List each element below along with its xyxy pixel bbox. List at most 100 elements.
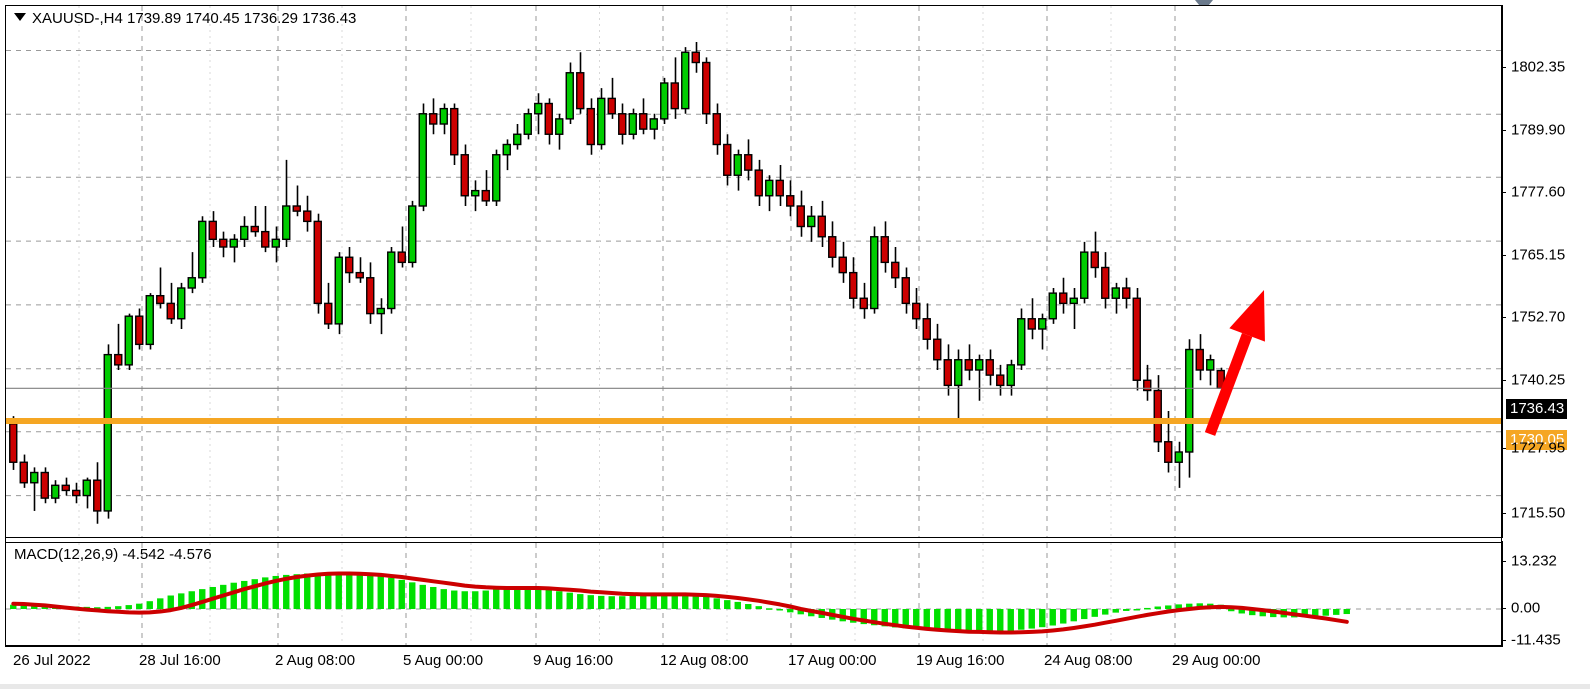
macd-histogram-bar — [398, 579, 405, 609]
macd-histogram-bar — [776, 609, 783, 611]
candle-body — [418, 113, 427, 207]
macd-histogram-bar — [934, 609, 941, 631]
candle-body — [324, 302, 333, 325]
macd-panel[interactable]: MACD(12,26,9) -4.542 -4.576 — [6, 542, 1501, 645]
candle-body — [691, 51, 700, 64]
macd-histogram-bar — [94, 607, 101, 609]
candle-body — [1153, 389, 1162, 443]
price-axis-label: 1765.15 — [1511, 246, 1566, 264]
macd-axis-label: -11.435 — [1511, 631, 1561, 649]
bottom-strip — [0, 684, 1590, 689]
candle-body — [576, 72, 585, 110]
candle-body — [397, 251, 406, 264]
price-axis-tick — [1502, 448, 1506, 449]
candle-body — [156, 294, 165, 305]
macd-histogram-bar — [377, 575, 384, 609]
candle-body — [439, 107, 448, 125]
macd-histogram-bar — [262, 577, 269, 609]
price-chart-canvas[interactable] — [6, 6, 1501, 537]
macd-histogram-bar — [230, 582, 237, 609]
candle-body — [597, 97, 606, 146]
macd-histogram-bar — [1060, 609, 1067, 624]
macd-signal-line — [11, 571, 1349, 635]
price-axis[interactable]: 1802.35 1789.90 1777.60 1765.15 1752.70 1740.… — [1502, 5, 1590, 649]
macd-histogram-bar — [860, 609, 867, 625]
macd-histogram-bar — [682, 595, 689, 609]
macd-histogram-bar — [881, 609, 888, 627]
macd-histogram-bar — [766, 608, 773, 610]
macd-histogram-bar — [283, 574, 290, 609]
macd-histogram-bar — [1238, 609, 1245, 614]
candle-body — [1059, 292, 1068, 305]
macd-histogram-bar — [598, 595, 605, 609]
macd-histogram-bar — [745, 604, 752, 609]
candle-body — [901, 277, 910, 305]
price-axis-label: 1802.35 — [1511, 58, 1566, 76]
candle-body — [1195, 348, 1204, 371]
macd-histogram-bar — [136, 603, 143, 609]
candle-body — [376, 307, 385, 315]
candle-body — [61, 484, 70, 492]
macd-histogram-bar — [178, 593, 185, 609]
candle-body — [702, 61, 711, 115]
macd-histogram-bar — [493, 589, 500, 609]
macd-histogram-bar — [1018, 609, 1025, 630]
candle-body — [933, 338, 942, 361]
macd-histogram-bar — [577, 594, 584, 609]
macd-histogram-bar — [451, 590, 458, 609]
candle-body — [1185, 348, 1194, 453]
macd-histogram-bar — [1175, 604, 1182, 609]
price-axis-tick — [1502, 192, 1506, 193]
macd-histogram-bar — [871, 609, 878, 626]
time-axis[interactable]: 26 Jul 2022 28 Jul 16:00 2 Aug 08:00 5 Aug … — [5, 646, 1503, 689]
macd-histogram-bar — [335, 572, 342, 609]
candle-body — [1143, 379, 1152, 392]
triangle-down-icon[interactable] — [14, 13, 26, 21]
macd-histogram-bar — [1133, 609, 1140, 611]
macd-histogram-bar — [1007, 609, 1014, 631]
macd-histogram-bar — [913, 609, 920, 630]
macd-histogram-bar — [503, 588, 510, 609]
macd-histogram-bar — [661, 594, 668, 609]
bullish-arrow[interactable] — [1204, 290, 1265, 436]
candle-body — [1090, 251, 1099, 269]
macd-histogram-bar — [367, 574, 374, 609]
candle-body — [912, 302, 921, 320]
candle-body — [355, 271, 364, 279]
macd-chart-canvas[interactable] — [6, 543, 1501, 645]
price-panel[interactable]: XAUUSD-,H4 1739.89 1740.45 1736.29 1736.… — [6, 6, 1501, 537]
time-axis-label: 5 Aug 00:00 — [403, 652, 484, 669]
candle-body — [303, 210, 312, 223]
macd-axis-tick — [1502, 640, 1506, 641]
candle-body — [954, 359, 963, 387]
macd-histogram-bar — [619, 596, 626, 609]
level-price-badge: 1730.05 — [1506, 430, 1568, 450]
time-axis-label: 12 Aug 08:00 — [660, 652, 749, 669]
candle-body — [1048, 292, 1057, 320]
candle-body — [513, 133, 522, 146]
candle-body — [166, 302, 175, 320]
chart-frame: XAUUSD-,H4 1739.89 1740.45 1736.29 1736.… — [5, 5, 1502, 646]
price-axis-line — [1502, 5, 1503, 538]
candle-body — [1174, 451, 1183, 463]
candle-body — [481, 189, 490, 202]
candle-body — [744, 154, 753, 171]
macd-histogram-bar — [1333, 609, 1340, 615]
macd-histogram-bar — [713, 598, 720, 609]
symbol-header: XAUUSD-,H4 1739.89 1740.45 1736.29 1736.… — [14, 10, 356, 27]
macd-histogram-bar — [1112, 609, 1119, 613]
current-price-badge: 1736.43 — [1506, 399, 1568, 419]
macd-histogram-bar — [1165, 605, 1172, 609]
macd-histogram-bar — [1186, 603, 1193, 609]
candle-body — [660, 82, 669, 120]
macd-histogram-bar — [472, 591, 479, 609]
candle-body — [817, 215, 826, 238]
macd-histogram-bar — [965, 609, 972, 632]
macd-histogram-bar — [608, 596, 615, 609]
candle-body — [93, 479, 102, 512]
macd-histogram-bar — [1028, 609, 1035, 629]
macd-histogram-bar — [797, 609, 804, 615]
price-axis-tick — [1502, 317, 1506, 318]
macd-histogram-bar — [157, 598, 164, 609]
candle-body — [996, 374, 1005, 387]
